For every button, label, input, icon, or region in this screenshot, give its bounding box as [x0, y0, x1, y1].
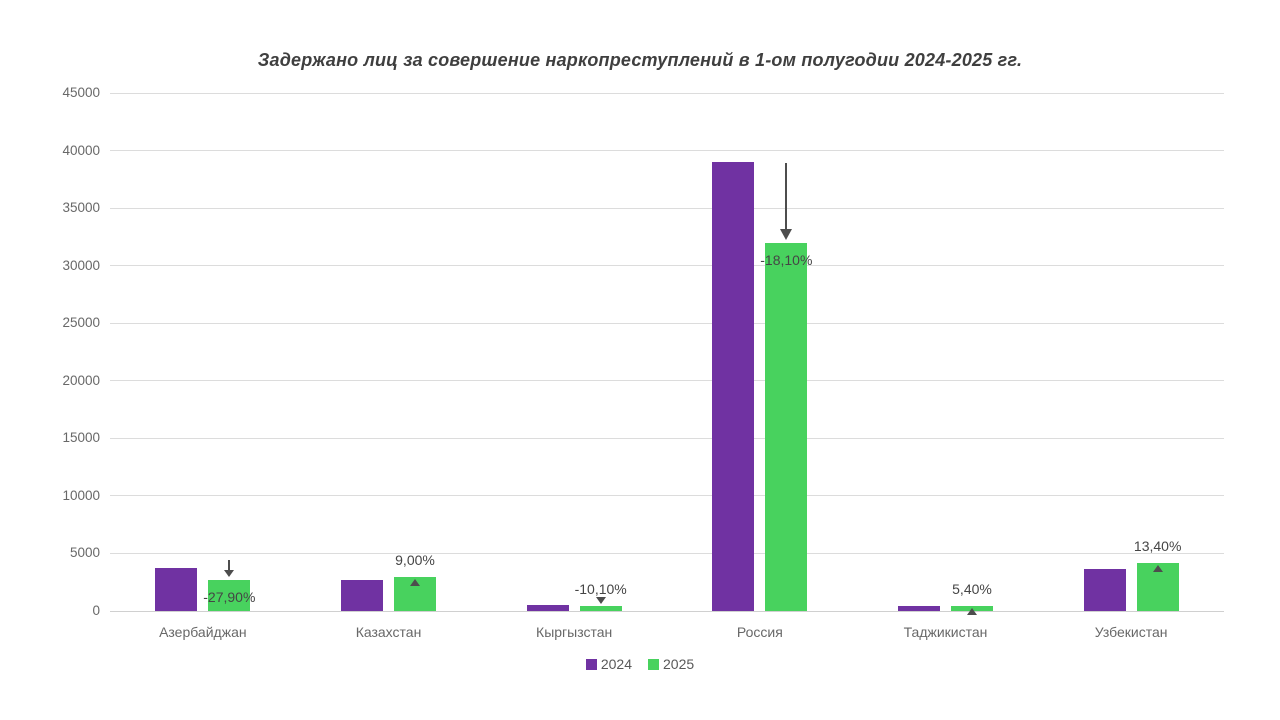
y-axis-tick: 30000 — [62, 257, 100, 273]
change-label: -18,10% — [760, 252, 813, 269]
y-axis-tick: 45000 — [62, 85, 100, 100]
bar-2024-c1 — [341, 579, 383, 611]
bar-2024-c5 — [1083, 568, 1126, 611]
bar-2024-c0 — [155, 567, 198, 611]
gridline — [110, 322, 1224, 324]
chart-title: Задержано лиц за совершение наркопреступ… — [257, 50, 1023, 70]
gridline — [110, 92, 1224, 94]
decrease-arrow-icon — [785, 163, 788, 231]
legend-item-2024: 2024 — [585, 656, 632, 672]
bar-2024-c4 — [898, 606, 940, 611]
y-axis-tick: 5000 — [69, 545, 100, 561]
bar-2024-c3 — [712, 162, 755, 611]
bar-2025-c3 — [765, 243, 808, 611]
decrease-arrow-head-icon — [224, 569, 235, 577]
legend-swatch-2025 — [648, 658, 659, 670]
legend-label-2024: 2024 — [600, 656, 632, 672]
y-axis-tick: 20000 — [62, 372, 100, 388]
gridline — [110, 207, 1224, 209]
increase-triangle-icon — [1152, 565, 1163, 573]
legend-item-2025: 2025 — [648, 656, 694, 672]
change-label: 5,40% — [952, 580, 992, 597]
x-axis-label: Азербайджан — [159, 624, 247, 640]
bar-2025-c2 — [579, 605, 622, 611]
plot-area: -27,90% 9,00% -10,10% -18,10% 5,40% 13,40% — [110, 92, 1224, 615]
decrease-arrow-head-icon — [780, 229, 793, 241]
y-axis-tick: 35000 — [62, 200, 100, 216]
x-axis-label: Таджикистан — [903, 624, 988, 640]
gridline — [110, 150, 1224, 152]
gridline — [110, 437, 1224, 439]
legend-swatch-2024 — [585, 658, 597, 670]
increase-triangle-icon — [967, 607, 977, 615]
legend: 2024 2025 — [0, 654, 1280, 674]
x-axis-label: Кыргызстан — [536, 624, 613, 640]
y-axis-tick: 0 — [92, 603, 100, 618]
gridline — [110, 610, 1224, 612]
legend-label-2025: 2025 — [663, 656, 695, 672]
decrease-arrow-icon — [228, 559, 231, 571]
change-label: 9,00% — [395, 552, 435, 569]
decrease-triangle-icon — [595, 596, 606, 604]
y-axis-tick: 15000 — [62, 430, 100, 446]
y-axis-tick: 10000 — [62, 487, 100, 503]
change-label: -10,10% — [574, 580, 627, 597]
gridline — [110, 495, 1224, 497]
y-axis-tick: 25000 — [62, 315, 100, 331]
gridline — [110, 380, 1224, 382]
gridline — [110, 265, 1224, 267]
increase-triangle-icon — [410, 579, 420, 587]
x-axis-label: Казахстан — [355, 624, 422, 640]
bar-2024-c2 — [526, 605, 569, 611]
x-axis-label: Россия — [736, 624, 783, 640]
gridline — [110, 552, 1224, 554]
change-label: 13,40% — [1133, 538, 1182, 555]
y-axis-tick: 40000 — [62, 142, 100, 158]
change-label: -27,90% — [203, 588, 256, 605]
x-axis-label: Узбекистан — [1094, 624, 1168, 640]
bar-2025-c0 — [208, 579, 251, 611]
